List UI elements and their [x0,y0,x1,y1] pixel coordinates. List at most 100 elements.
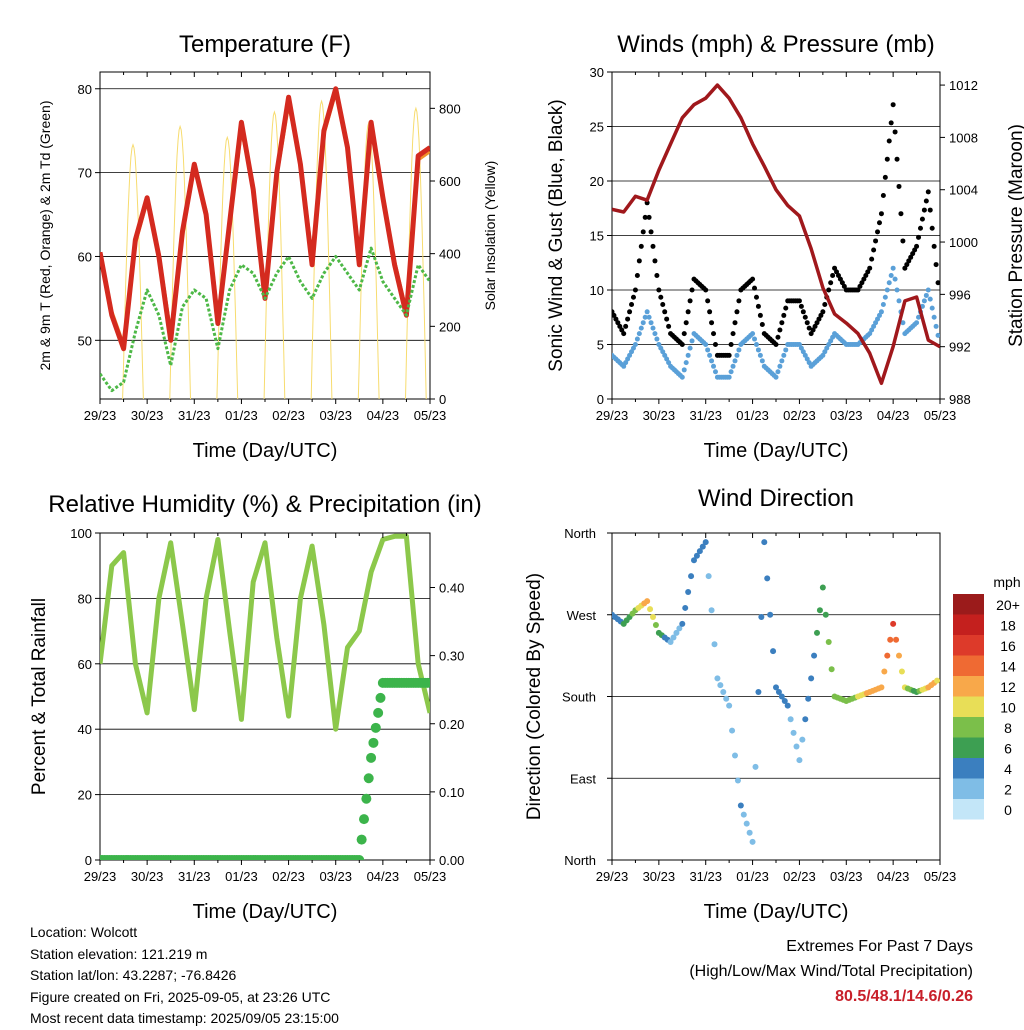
wind-point [711,363,717,369]
gust-point [681,331,687,337]
gust-point [750,276,756,282]
x-tick-label: 05/23 [924,869,957,884]
gust-point [726,352,732,358]
legend-swatch [953,614,984,635]
direction-point [761,539,768,546]
rain-point [368,737,379,748]
direction-points [612,539,940,845]
gust-point [687,298,693,304]
gust-point [630,294,636,300]
gust-point [632,287,638,293]
gust-point [642,214,648,220]
wind-point [757,352,763,358]
x-tick-label: 02/23 [783,869,816,884]
direction-point [670,634,677,641]
gust-point [935,280,940,286]
panel-3: 0 20 40 60 80 100 0.00 0.10 0.20 0.30 0.40 Relative… [29,491,482,923]
y-right-axis-label: Solar Insolation (Yellow) [482,161,498,311]
gust-point [878,211,884,217]
gust-point [732,320,738,326]
timestamp-text: Most recent data timestamp: 2025/09/05 2… [30,1010,339,1026]
direction-point [644,598,651,605]
rain-point [422,677,430,688]
direction-point [781,698,788,705]
direction-point [790,729,797,736]
solar-curve [216,135,239,399]
gust-point [826,287,832,293]
direction-point [758,614,765,621]
wind-point [654,336,660,342]
wind-point [689,338,695,344]
gust-point [705,298,711,304]
solar-curve [122,143,144,399]
gust-point [869,256,875,262]
gust-point [871,247,877,253]
y-right-tick-label: 0.30 [439,649,464,664]
wind-point [923,292,929,298]
direction-point [822,611,829,618]
y-tick-label: 10 [590,283,604,298]
legend-title: mph [993,574,1020,590]
x-tick-label: 30/23 [643,869,676,884]
legend-label: 0 [1004,802,1012,818]
x-axis-label: Time (Day/UTC) [704,440,849,462]
legend-swatch [953,778,984,799]
x-tick-label: 04/23 [877,408,910,423]
wind-points [612,265,940,380]
gust-point [711,331,717,337]
y-right-tick-label: 0.40 [439,581,464,596]
legend-label: 2 [1004,782,1012,798]
direction-point [691,557,697,564]
y-axis-label: Sonic Wind & Gust (Blue, Black) [546,99,567,371]
direction-point [890,620,897,627]
legend-label: 10 [1000,700,1016,716]
gust-point [736,298,742,304]
direction-point [652,621,659,628]
wind-point [646,314,652,320]
y-tick-label: 80 [78,82,92,97]
direction-point [667,639,674,645]
gust-point [621,331,627,337]
direction-point [717,682,724,689]
direction-point [682,604,689,611]
series-line-2m-td [100,246,430,393]
gust-point [882,174,888,180]
x-tick-label: 30/23 [131,869,164,884]
legend-label: 20+ [996,597,1020,613]
series-line-2m-t [100,86,430,352]
wind-point [683,360,689,366]
gust-point [886,138,892,144]
rain-point [363,773,374,784]
gust-point [917,225,923,231]
y-right-tick-label: 1004 [949,183,978,198]
y-right-tick-label: 400 [439,247,461,262]
x-tick-label: 04/23 [877,869,910,884]
x-tick-label: 01/23 [736,869,769,884]
legend-swatch [953,676,984,697]
pressure-line [612,83,940,386]
x-tick-label: 01/23 [736,408,769,423]
wind-point [933,323,939,329]
gust-point [931,243,937,249]
wind-point [759,358,765,364]
direction-point [746,829,753,836]
chart-title: Relative Humidity (%) & Precipitation (i… [48,491,481,518]
gust-point [689,287,695,293]
direction-point [764,575,771,582]
y-tick-label: 0 [597,392,604,407]
y-right-tick-label: 1000 [949,235,978,250]
wind-point [640,320,646,326]
gust-point [752,285,758,291]
panel-2: 0 5 10 15 20 25 30 988 992 996 1000 1004 1008 1012 Win… [546,31,1024,462]
gust-point [753,294,759,300]
wind-point [890,265,896,271]
y-right-tick-label: 800 [439,101,461,116]
wind-point [638,325,644,331]
x-tick-label: 03/23 [830,869,863,884]
x-tick-label: 03/23 [319,869,352,884]
rain-point [356,834,367,845]
x-tick-label: 05/23 [414,408,447,423]
direction-point [749,838,756,845]
location-text: Location: Wolcott [30,924,138,940]
